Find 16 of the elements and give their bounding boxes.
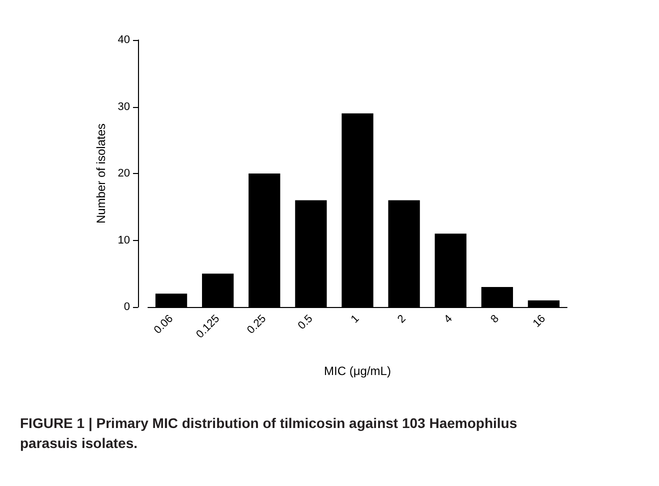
x-tick-label: 8: [488, 312, 502, 326]
y-tick-label: 10: [118, 234, 130, 246]
y-tick-label: 0: [124, 301, 130, 313]
x-tick-label: 0.5: [296, 312, 316, 332]
x-axis-title: MIC (μg/mL): [324, 364, 391, 378]
x-tick-label: 0.25: [245, 312, 269, 336]
x-tick-label: 16: [530, 312, 548, 330]
x-tick-label: 2: [395, 312, 408, 326]
x-tick-label: 1: [348, 312, 362, 326]
x-tick-label: 0.06: [152, 312, 176, 336]
y-tick-label: 20: [118, 168, 130, 180]
y-axis-title: Number of isolates: [94, 123, 108, 224]
y-tick-label: 40: [118, 34, 130, 46]
y-tick-label: 30: [118, 100, 130, 113]
x-tick-label: 4: [442, 312, 455, 326]
caption: FIGURE 1 | Primary MIC distribution of tilmicosin against 103 Haemophilus parasuis isolates.: [20, 415, 522, 451]
